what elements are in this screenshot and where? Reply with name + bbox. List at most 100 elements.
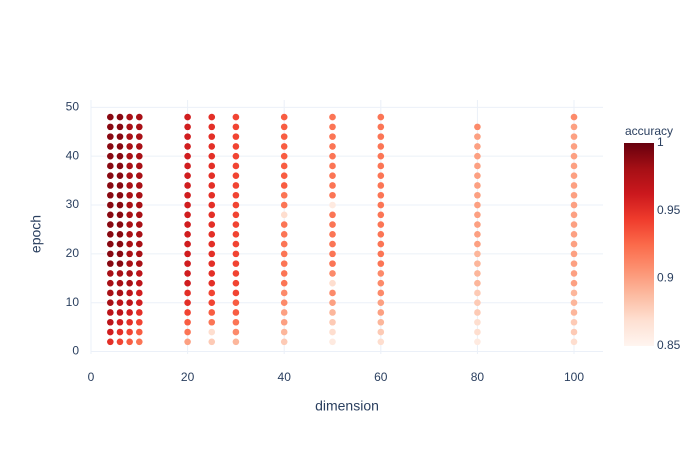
point (126, 279, 133, 287)
grid (90, 100, 603, 354)
point (107, 270, 114, 277)
point (377, 318, 385, 326)
point (377, 279, 385, 287)
point (136, 113, 143, 121)
point (232, 279, 240, 287)
point (232, 318, 240, 326)
point (232, 240, 240, 248)
point (126, 182, 133, 189)
point (208, 279, 216, 287)
point (208, 123, 216, 131)
point (116, 289, 124, 297)
point (136, 201, 143, 209)
x-axis-label: dimension (315, 398, 379, 414)
point (377, 123, 385, 131)
point (107, 152, 114, 160)
point (474, 299, 481, 307)
point (208, 143, 216, 150)
point (377, 201, 385, 209)
point (184, 133, 191, 140)
point (107, 250, 114, 258)
point (474, 182, 481, 189)
point (377, 182, 385, 189)
point (184, 211, 191, 219)
point (116, 221, 124, 228)
point (126, 133, 133, 140)
point (570, 260, 578, 267)
point (570, 182, 578, 189)
point (377, 231, 385, 238)
point (208, 162, 216, 170)
point (136, 279, 143, 287)
point (126, 289, 133, 297)
point (136, 211, 143, 219)
point (208, 309, 216, 316)
point (377, 221, 385, 228)
point (280, 191, 288, 199)
point (232, 231, 240, 238)
point (474, 289, 481, 297)
point (184, 260, 191, 267)
point (280, 328, 288, 336)
point (280, 260, 288, 267)
point (107, 172, 114, 180)
point (377, 289, 385, 297)
point (232, 221, 240, 228)
point (280, 279, 288, 287)
point (136, 191, 143, 199)
point (184, 289, 191, 297)
point (474, 240, 481, 248)
colorbar (624, 143, 654, 346)
point (126, 309, 133, 316)
point (570, 279, 578, 287)
point (116, 113, 124, 121)
point (126, 201, 133, 209)
point (126, 123, 133, 131)
point (116, 250, 124, 258)
point (280, 299, 288, 307)
point (184, 221, 191, 228)
point (570, 231, 578, 238)
point (116, 191, 124, 199)
point (107, 113, 114, 121)
point (126, 240, 133, 248)
point (329, 191, 336, 199)
point (116, 309, 124, 316)
point (126, 299, 133, 307)
point (377, 309, 385, 316)
point (126, 211, 133, 219)
point (329, 328, 336, 336)
y-tick-label: 50 (66, 99, 80, 113)
point (107, 201, 114, 209)
point (377, 172, 385, 180)
colorbar-title: accuracy (625, 124, 673, 138)
point (184, 191, 191, 199)
point (136, 123, 143, 131)
y-axis-label: epoch (28, 215, 44, 253)
point (184, 250, 191, 258)
point (329, 338, 336, 346)
point (208, 152, 216, 160)
point (329, 162, 336, 170)
point (107, 338, 114, 346)
point (232, 260, 240, 267)
point (474, 152, 481, 160)
point (280, 231, 288, 238)
point (184, 240, 191, 248)
point (116, 318, 124, 326)
point (329, 152, 336, 160)
point (184, 270, 191, 277)
point (208, 133, 216, 140)
point (126, 328, 133, 336)
point (184, 299, 191, 307)
point (377, 152, 385, 160)
point (136, 309, 143, 316)
point (107, 123, 114, 131)
point (570, 152, 578, 160)
point (329, 289, 336, 297)
point (107, 240, 114, 248)
point (232, 123, 240, 131)
point (377, 191, 385, 199)
point (184, 123, 191, 131)
point (136, 240, 143, 248)
